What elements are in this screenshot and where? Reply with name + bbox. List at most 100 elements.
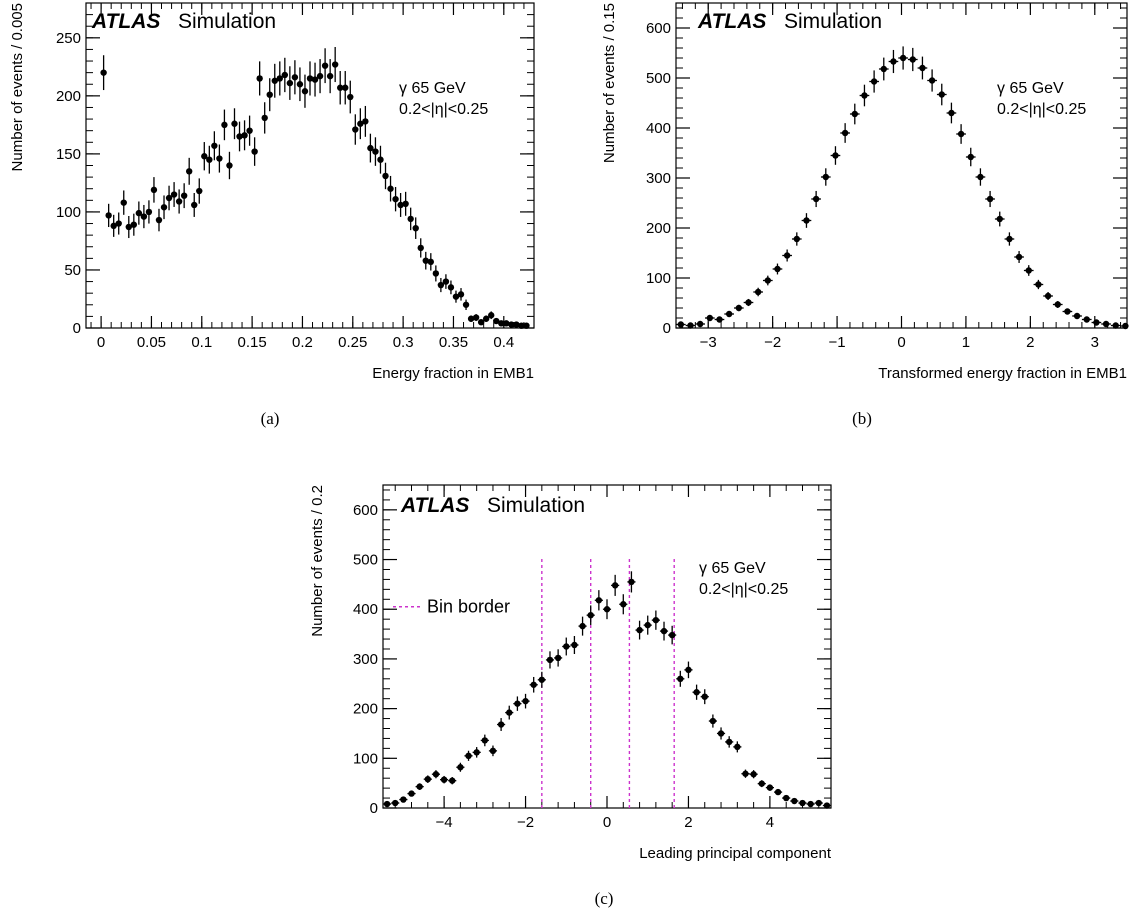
data-point (216, 155, 223, 162)
y-tick-label: 0 (73, 320, 81, 337)
data-point (432, 270, 440, 277)
x-tick-label: 0 (897, 334, 905, 351)
data-point (286, 79, 294, 87)
data-point (326, 72, 334, 80)
x-tick-label: 3 (1091, 334, 1099, 351)
data-point (538, 676, 546, 683)
y-tick-label: 200 (56, 88, 81, 105)
data-point (236, 133, 243, 140)
data-point (861, 92, 868, 99)
x-tick-label: 0 (603, 814, 611, 831)
annotation: 0.2<|η|<0.25 (699, 581, 788, 598)
data-point (783, 794, 790, 802)
data-point (115, 220, 122, 227)
data-point (416, 783, 423, 790)
data-point (362, 118, 369, 125)
data-point (211, 142, 218, 149)
data-point (206, 156, 213, 163)
x-tick-label: 0 (97, 334, 105, 351)
data-point (579, 622, 586, 630)
y-tick-label: 0 (663, 320, 671, 337)
data-point (145, 208, 153, 216)
data-point (880, 65, 887, 73)
legend-label: Bin border (427, 597, 510, 617)
panel-b: −3 −2 −1 0 1 2 3 0 100 200 300 400 500 600 Transformed… (601, 2, 1129, 428)
y-axis-label: Number of events / 0.15 (601, 3, 618, 163)
data-point (1044, 292, 1052, 300)
data-point (812, 195, 820, 203)
data-point (367, 144, 374, 152)
data-point (899, 54, 907, 62)
x-tick-label: 0.05 (137, 334, 166, 351)
data-point (677, 321, 685, 328)
simulation-label: Simulation (784, 10, 882, 33)
y-tick-label: 100 (646, 270, 671, 287)
data-point (685, 666, 692, 674)
data-point (742, 770, 749, 777)
data-point (1102, 320, 1110, 328)
data-point (321, 62, 329, 69)
y-tick-label: 500 (353, 552, 378, 569)
data-point (241, 132, 248, 139)
data-point (832, 152, 839, 159)
data-point (522, 697, 529, 705)
data-point (424, 775, 431, 783)
data-point (506, 709, 513, 716)
data-point (1083, 316, 1090, 323)
data-point (155, 216, 163, 224)
data-point (783, 252, 791, 259)
data-point (799, 799, 806, 807)
data-point (793, 235, 801, 243)
data-point (996, 215, 1003, 223)
data-point (1064, 308, 1071, 315)
data-point (493, 317, 500, 325)
data-point (745, 299, 752, 306)
data-point (408, 790, 415, 797)
data-point (503, 320, 510, 327)
data-point (822, 173, 829, 181)
data-point (452, 293, 460, 300)
data-point (377, 156, 384, 163)
data-point (383, 800, 391, 808)
data-point (201, 153, 208, 160)
annotation: 0.2<|η|<0.25 (399, 101, 488, 118)
data-point (281, 71, 289, 79)
simulation-label: Simulation (178, 10, 276, 33)
data-point (231, 120, 238, 127)
x-tick-label: 0.3 (393, 334, 414, 351)
x-tick-label: −4 (436, 814, 453, 831)
data-point (803, 217, 810, 224)
data-point (120, 199, 127, 206)
annotation: γ 65 GeV (699, 560, 766, 577)
data-point (160, 204, 168, 211)
data-point (417, 244, 424, 252)
x-tick-label: 0.15 (238, 334, 267, 351)
data-point (191, 201, 198, 209)
data-point (100, 69, 107, 76)
data-point (791, 797, 798, 805)
data-point (696, 320, 704, 328)
data-point (1006, 235, 1013, 243)
plot-frame (382, 484, 832, 809)
data-point (716, 316, 723, 323)
y-tick-label: 400 (353, 601, 378, 618)
data-point (750, 771, 757, 778)
atlas-label: ATLAS (697, 10, 766, 33)
data-point (449, 777, 456, 784)
data-point (807, 800, 814, 808)
data-point (387, 185, 394, 192)
x-tick-label: 0.25 (338, 334, 367, 351)
data-point (170, 191, 178, 198)
x-tick-label: 0.35 (439, 334, 468, 351)
data-point (482, 315, 490, 322)
panel-c: −4 −2 0 2 4 0 100 200 300 400 500 600 Leading princi… (309, 484, 832, 908)
data-point (357, 120, 364, 127)
data-point (530, 681, 537, 688)
data-point (1025, 267, 1032, 274)
data-point (135, 209, 143, 217)
data-point (392, 195, 399, 203)
data-point (523, 322, 530, 329)
data-point (251, 148, 258, 155)
data-point (306, 75, 314, 82)
x-tick-label: 1 (962, 334, 970, 351)
